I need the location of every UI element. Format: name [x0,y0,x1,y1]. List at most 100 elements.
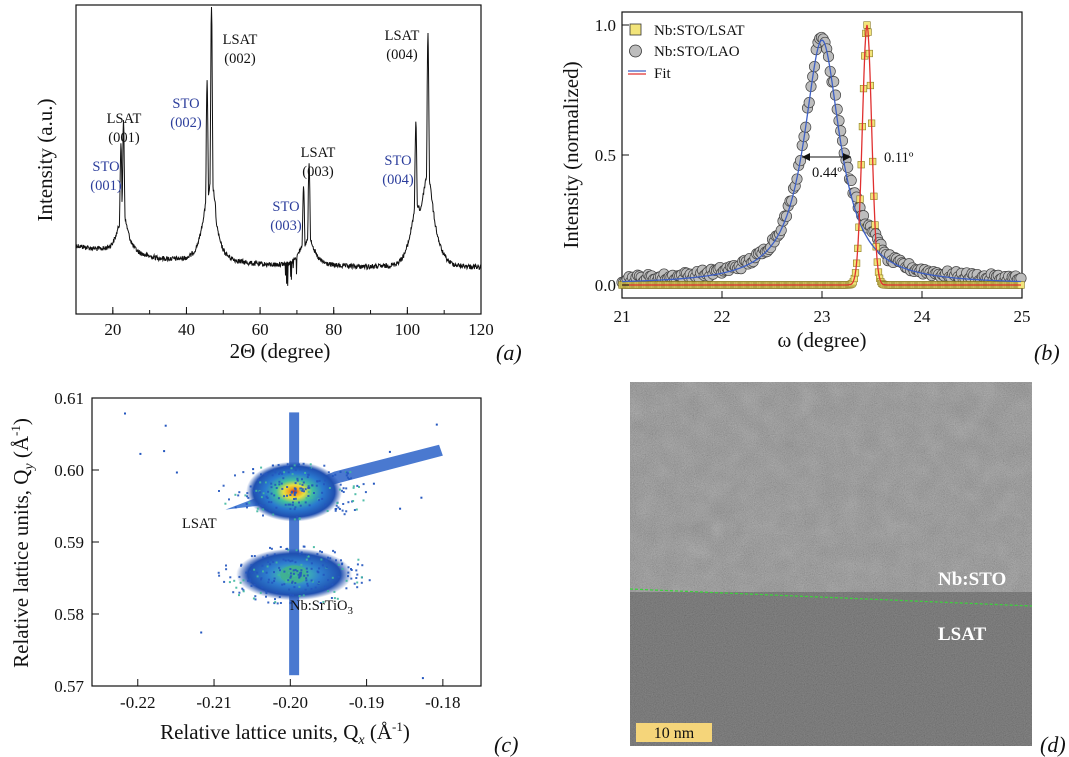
rsm-speckle [311,580,314,583]
rsm-speckle [271,474,274,477]
rsm-speckle [218,490,220,492]
rsm-speckle [262,508,265,511]
rsm-speckle [287,471,290,474]
rsm-speckle [345,510,348,513]
legend-marker-lao [629,44,642,58]
rsm-speckle [242,471,245,474]
rsm-speckle [267,578,270,581]
rsm-speckle [267,560,270,563]
legend-label-fit: Fit [654,66,672,82]
rsm-speckle [238,491,241,494]
rsm-speckle [249,580,252,583]
rsm-speckle [352,500,355,502]
rsm-speckle [277,574,280,576]
rsm-speckle [301,501,303,504]
rsm-speckle [341,489,343,492]
panel-c-x-label-main: Relative lattice units, Q [160,720,358,744]
peak-label-index: (003) [270,218,302,234]
rsm-speckle [273,468,276,471]
rsm-speckle [357,558,360,561]
rsm-speckle [307,495,310,497]
rsm-speckle [294,488,297,491]
rsm-noise-dot [273,580,276,583]
rsm-speckle [321,491,324,494]
rsm-speckle [279,569,281,572]
rsm-streak [274,444,443,506]
rsm-speckle [254,595,257,598]
panel-a-xrd: 20 40 60 80 100 120 STO (001) LSAT (001) STO (002)… [33,4,522,365]
rsm-speckle [291,504,294,507]
rsm-speckle [279,602,282,604]
rsm-speckle [342,487,345,490]
panel-c-y-label-sup: -1 [8,425,23,436]
rsm-speckle [282,477,285,480]
rsm-speckle [318,479,321,482]
rsm-speckle [324,503,327,506]
rsm-speckle [274,598,276,601]
rsm-speckle [263,473,266,476]
panel-a-peak-labels: STO (001) LSAT (001) STO (002) LSAT (002) STO (00… [90,28,419,234]
x-tick-label: 24 [914,307,932,326]
rsm-speckle [284,503,287,506]
rsm-speckle [251,571,254,574]
rsm-speckle [276,602,279,605]
rsm-speckle [308,557,311,560]
rsm-speckle [253,555,256,557]
rsm-noise-dot [435,423,438,426]
rsm-speckle [310,567,313,570]
rsm-speckle [289,575,292,578]
peak-label-phase: LSAT [301,145,336,161]
rsm-speckle [309,467,311,470]
rsm-speckle [289,576,292,579]
rsm-speckle [292,569,295,572]
panel-a-y-label: Intensity (a.u.) [33,98,57,221]
rsm-speckle [304,501,307,504]
rsm-speckle [294,506,297,509]
y-tick-label: 0.58 [54,605,84,624]
rsm-speckle [329,557,332,560]
rsm-speckle [319,602,322,604]
rsm-speckle [293,494,296,496]
rsm-speckle [274,601,277,604]
rsm-speckle [238,594,240,597]
x-tick-label: 21 [614,307,631,326]
rsm-speckle [295,491,297,494]
panel-b-rocking-curve: 21 22 23 24 25 0.0 0.5 1.0 Nb:STO/LSAT Nb:STO/L… [559,11,1060,365]
rsm-speckle [336,502,339,505]
rsm-speckle [299,468,302,471]
rsm-speckle [278,596,281,598]
rsm-speckle [278,472,281,475]
peak-label-index: (003) [302,164,334,180]
rsm-speckle [289,503,292,506]
rsm-speckle [293,575,296,577]
peak-label-index: (004) [386,47,418,63]
rsm-speckle [322,573,325,576]
rsm-speckle [238,591,241,594]
rsm-speckle [291,559,294,562]
y-tick-label: 0.57 [54,677,84,696]
rsm-noise-dot [420,496,423,499]
y-tick-label: 0.0 [595,276,616,295]
rsm-noise-dot [252,468,255,471]
rsm-speckle [327,471,330,474]
rsm-speckle [299,504,302,507]
rsm-speckle [343,513,346,516]
rsm-speckle [245,571,248,574]
rsm-speckle [341,563,343,566]
rsm-speckle [255,489,258,492]
rsm-speckle [337,506,340,509]
rsm-speckle [248,501,251,504]
rsm-speckle [285,579,288,582]
rsm-speckle [246,492,249,495]
rsm-speckle [299,483,302,485]
lao-point [833,115,845,127]
rsm-speckle [293,518,296,521]
rsm-speckle [364,491,367,494]
rsm-speckle [282,558,285,561]
rsm-speckle [354,493,357,496]
rsm-speckle [289,593,292,596]
rsm-speckle [331,475,334,477]
legend-marker-lsat [629,23,642,36]
rsm-speckle [360,581,363,584]
